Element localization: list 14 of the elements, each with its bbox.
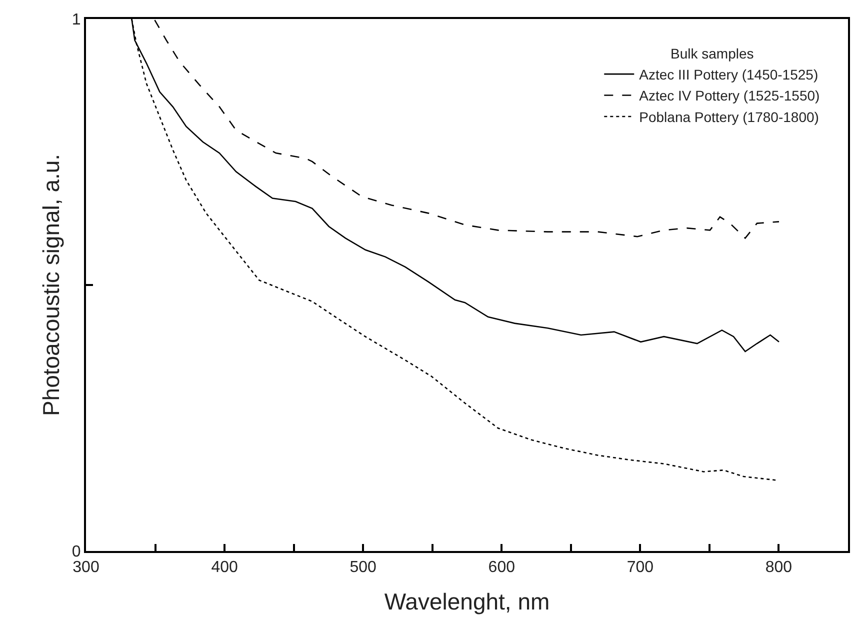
x-tick-label: 600 [488, 559, 516, 576]
legend-label: Poblana Pottery (1780-1800) [639, 108, 819, 125]
y-axis-title: Photoacoustic signal, a.u. [38, 154, 64, 416]
legend-label: Aztec III Pottery (1450-1525) [639, 66, 818, 83]
legend-label: Aztec IV Pottery (1525-1550) [639, 88, 820, 104]
x-tick-label: 700 [626, 559, 654, 576]
y-tick-label: 0 [72, 544, 81, 561]
x-tick-label: 800 [765, 559, 792, 576]
x-tick-label: 500 [350, 559, 377, 576]
x-tick-label: 400 [211, 559, 238, 576]
x-tick-label: 300 [72, 559, 100, 576]
legend-title: Bulk samples [670, 45, 754, 62]
y-tick-label: 1 [72, 12, 81, 29]
x-axis-title: Wavelenght, nm [384, 588, 550, 614]
